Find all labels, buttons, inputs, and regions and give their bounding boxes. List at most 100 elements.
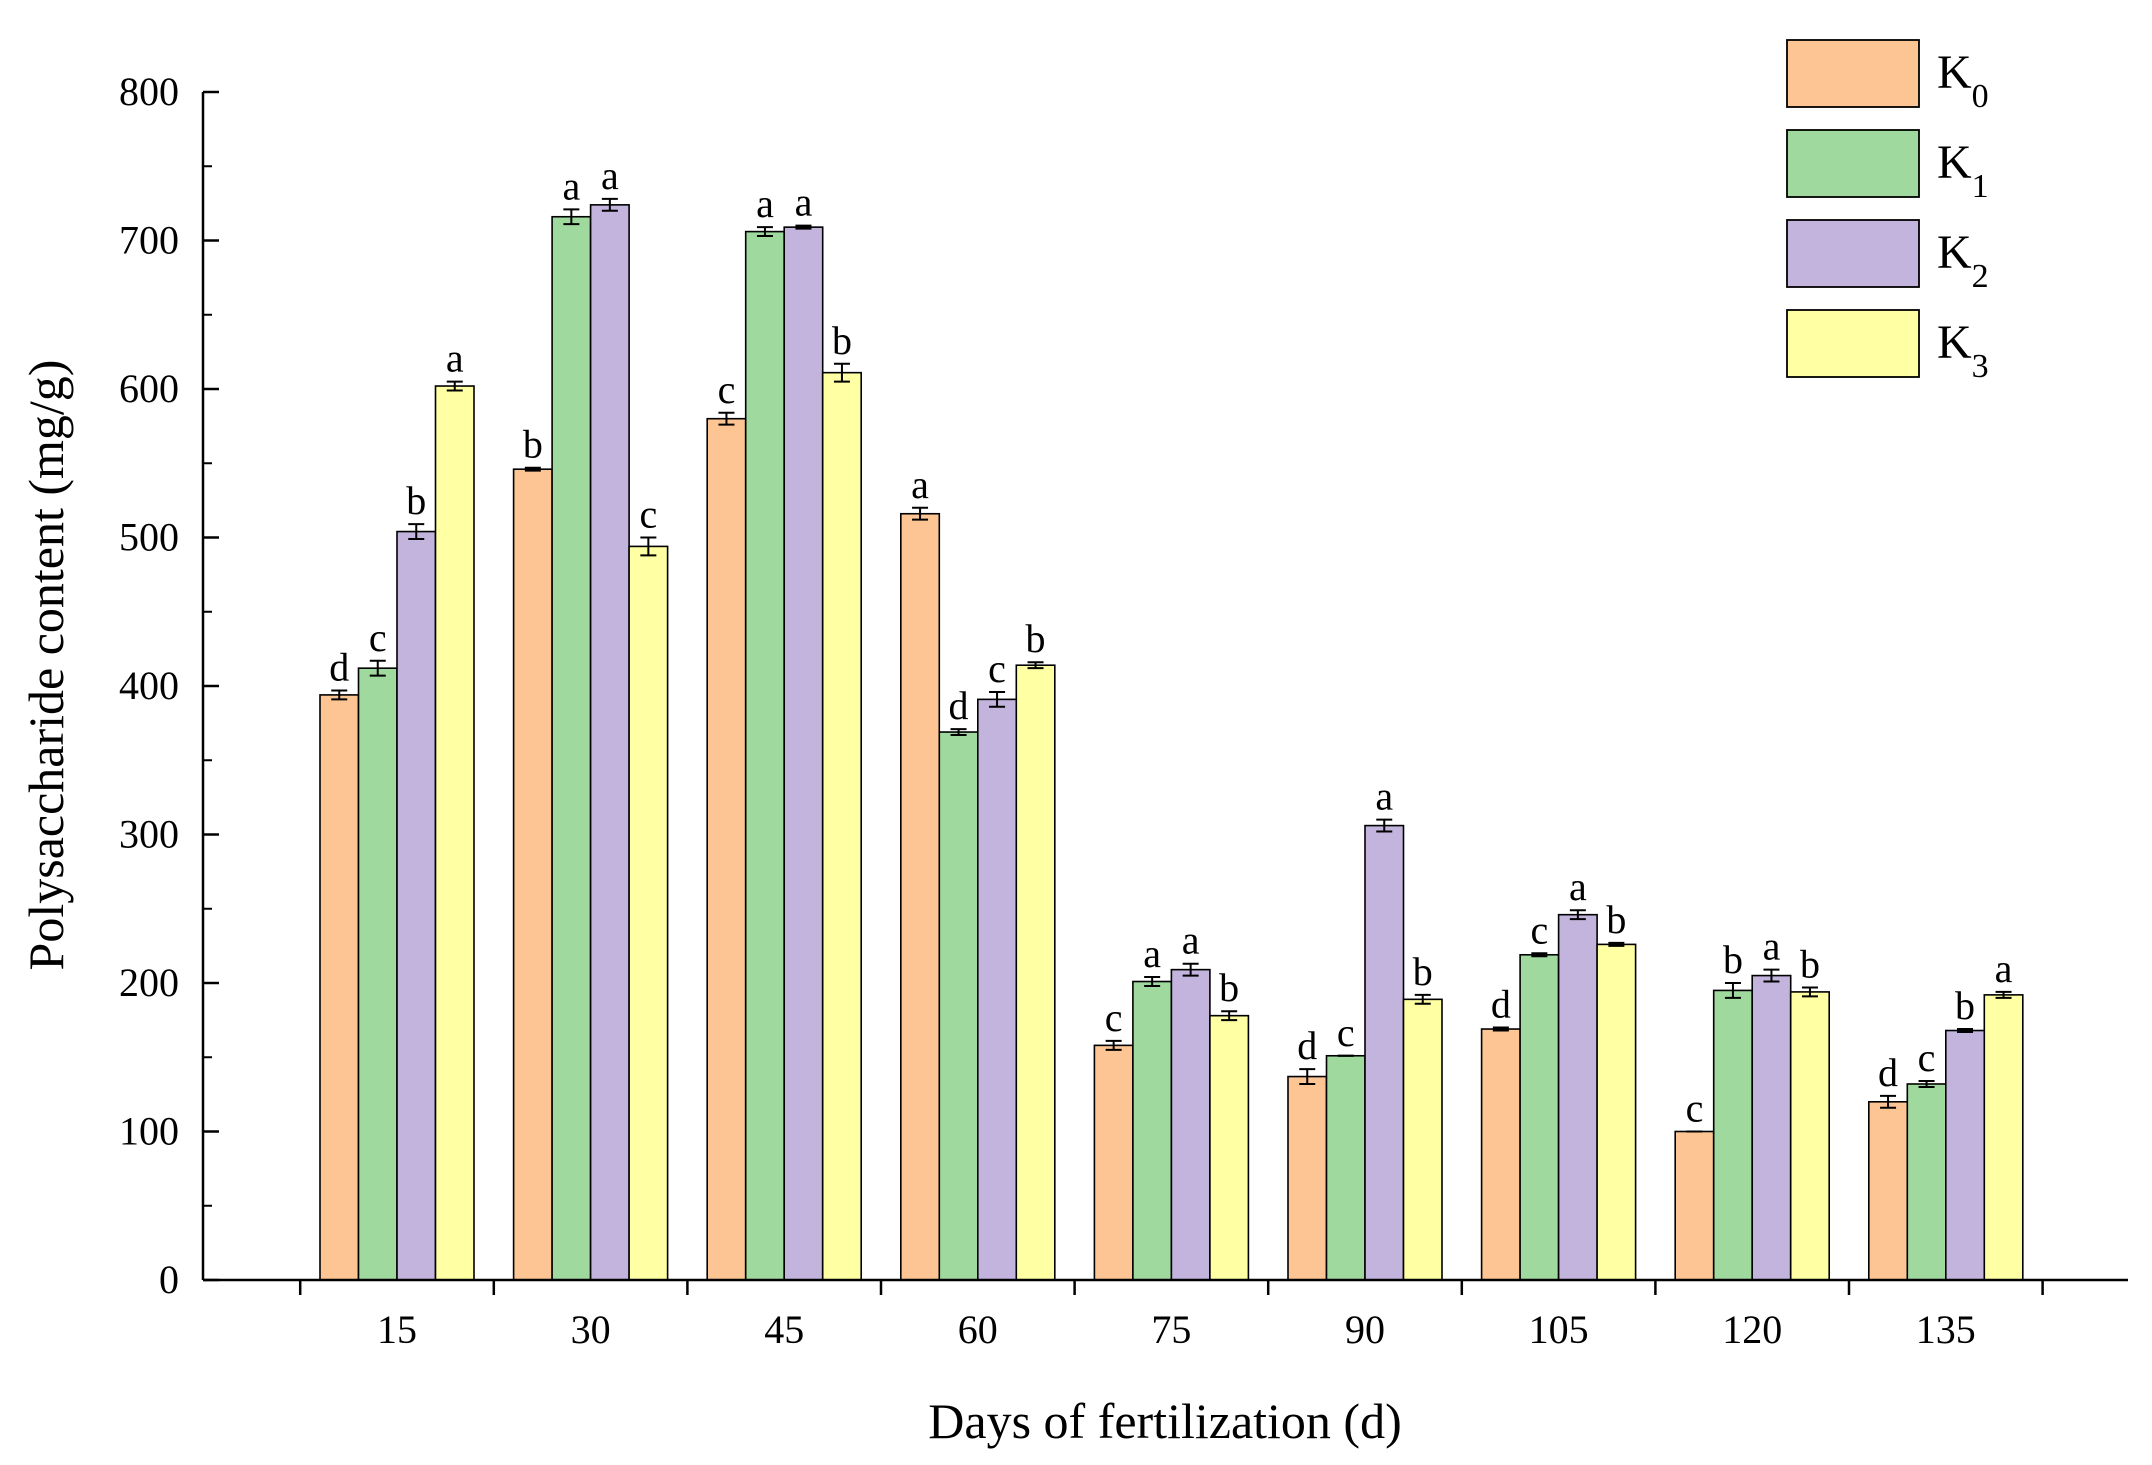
- bar: [1015, 664, 1056, 1281]
- x-tick-label: 90: [1345, 1307, 1385, 1352]
- significance-label: b: [1606, 897, 1626, 942]
- significance-label: d: [1878, 1050, 1898, 1095]
- significance-label: b: [1800, 941, 1820, 986]
- bar: [1325, 1054, 1366, 1281]
- y-tick-label: 600: [119, 366, 179, 411]
- y-tick-label: 100: [119, 1109, 179, 1154]
- bar: [1093, 1044, 1134, 1281]
- significance-label: c: [1530, 907, 1548, 952]
- bar: [512, 468, 553, 1281]
- significance-label: d: [1297, 1023, 1317, 1068]
- significance-label: b: [1219, 965, 1239, 1010]
- significance-label: b: [523, 422, 543, 467]
- significance-label: a: [1375, 774, 1393, 819]
- legend-label: K3: [1937, 316, 1989, 385]
- bar: [1751, 974, 1792, 1281]
- bar: [551, 215, 592, 1281]
- significance-label: c: [639, 492, 657, 537]
- bar: [938, 731, 979, 1281]
- significance-label: c: [988, 646, 1006, 691]
- y-tick-label: 800: [119, 69, 179, 114]
- x-tick-label: 30: [571, 1307, 611, 1352]
- bar: [1209, 1014, 1250, 1281]
- bar: [434, 385, 475, 1281]
- significance-label: b: [1026, 616, 1046, 661]
- bar: [744, 230, 786, 1281]
- axes-layer: 0 100 200 300 400 500 600 700 800 15 30 45 60 75 90 105…: [119, 69, 2128, 1352]
- x-tick-label: 135: [1916, 1307, 1976, 1352]
- significance-label: d: [949, 683, 969, 728]
- x-axis-title: Days of fertilization (d): [928, 1393, 1401, 1449]
- significance-label: b: [1955, 983, 1975, 1028]
- bar: [1983, 994, 2024, 1281]
- bar: [1557, 913, 1598, 1281]
- significance-label: c: [1337, 1010, 1355, 1055]
- bar: [1712, 989, 1753, 1281]
- significance-label: a: [795, 180, 813, 225]
- x-tick-label: 45: [764, 1307, 804, 1352]
- significance-label: a: [911, 462, 929, 507]
- significance-label: a: [1569, 864, 1587, 909]
- significance-label: d: [329, 644, 349, 689]
- significance-label: c: [369, 615, 387, 660]
- bar: [1945, 1029, 1986, 1281]
- bar: [357, 667, 398, 1281]
- bar: [1287, 1075, 1328, 1281]
- significance-label: a: [1143, 931, 1161, 976]
- bar: [821, 371, 863, 1281]
- y-tick-label: 400: [119, 663, 179, 708]
- bar: [1596, 943, 1637, 1281]
- x-tick-label: 120: [1722, 1307, 1782, 1352]
- significance-label: b: [1413, 949, 1433, 994]
- x-tick-label: 105: [1529, 1307, 1589, 1352]
- significance-label: b: [406, 478, 426, 523]
- y-tick-label: 0: [159, 1257, 179, 1302]
- bar: [1674, 1130, 1715, 1281]
- significance-label: b: [832, 318, 852, 363]
- y-tick-label: 200: [119, 960, 179, 1005]
- legend-label: K0: [1937, 46, 1989, 115]
- bar: [628, 545, 669, 1281]
- bar: [1132, 980, 1173, 1281]
- legend-swatch: [1786, 39, 1920, 108]
- bar: [899, 512, 941, 1281]
- bar: [396, 530, 437, 1281]
- significance-label: a: [1763, 924, 1781, 969]
- legend-swatch: [1786, 219, 1920, 288]
- bar: [976, 698, 1018, 1281]
- y-tick-label: 500: [119, 515, 179, 560]
- y-axis-title: Polysaccharide content (mg/g): [18, 360, 74, 971]
- bar: [1480, 1028, 1521, 1281]
- significance-label: c: [1686, 1086, 1704, 1131]
- legend-label: K2: [1937, 226, 1989, 295]
- bar: [1402, 998, 1443, 1281]
- significance-label: b: [1723, 937, 1743, 982]
- bar: [1519, 953, 1560, 1281]
- x-tick-label: 75: [1151, 1307, 1191, 1352]
- significance-label: c: [1105, 995, 1123, 1040]
- significance-label: a: [562, 163, 580, 208]
- significance-label: c: [718, 367, 736, 412]
- significance-label: c: [1918, 1035, 1936, 1080]
- significance-label: a: [1995, 946, 2013, 991]
- bar: [1906, 1083, 1947, 1281]
- bar: [1364, 824, 1405, 1281]
- bar: [706, 417, 747, 1281]
- significance-label: a: [601, 153, 619, 198]
- significance-label: a: [446, 336, 464, 381]
- x-tick-label: 60: [958, 1307, 998, 1352]
- legend: K0 K1 K2 K3: [1786, 39, 1989, 385]
- bar: [1170, 968, 1211, 1281]
- significance-label: a: [1182, 918, 1200, 963]
- significance-label: d: [1491, 982, 1511, 1027]
- bar: [783, 226, 824, 1281]
- bar: [1868, 1101, 1909, 1281]
- legend-label: K1: [1937, 136, 1989, 205]
- bar: [589, 204, 630, 1281]
- bar: [319, 694, 360, 1281]
- significance-label: a: [756, 181, 774, 226]
- x-tick-label: 15: [377, 1307, 417, 1352]
